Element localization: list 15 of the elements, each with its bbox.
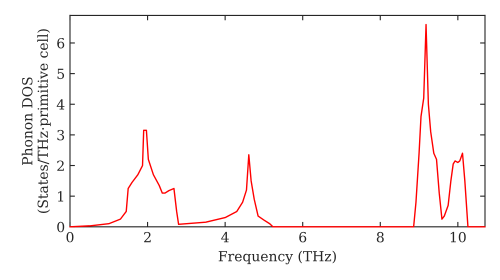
x-tick-label: 6 <box>299 232 306 242</box>
y-tick-label: 2 <box>57 160 64 171</box>
y-tick-label: 1 <box>58 191 64 202</box>
x-axis-title: Frequency (THz) <box>218 250 336 264</box>
x-tick-label: 4 <box>221 232 229 242</box>
x-tick-label: 2 <box>144 232 151 242</box>
y-tick-label: 0 <box>57 222 64 232</box>
y-tick-label: 5 <box>57 68 64 80</box>
x-tick-label: 0 <box>66 232 74 242</box>
y-axis-title: Phonon DOS (States/THz·primitive cell) <box>22 29 51 213</box>
x-tick-label: 10 <box>450 232 466 242</box>
x-tick-label: 8 <box>376 232 384 242</box>
y-tick-label: 4 <box>56 99 64 110</box>
y-tick-label: 3 <box>57 130 64 140</box>
y-tick-label: 6 <box>57 38 64 48</box>
